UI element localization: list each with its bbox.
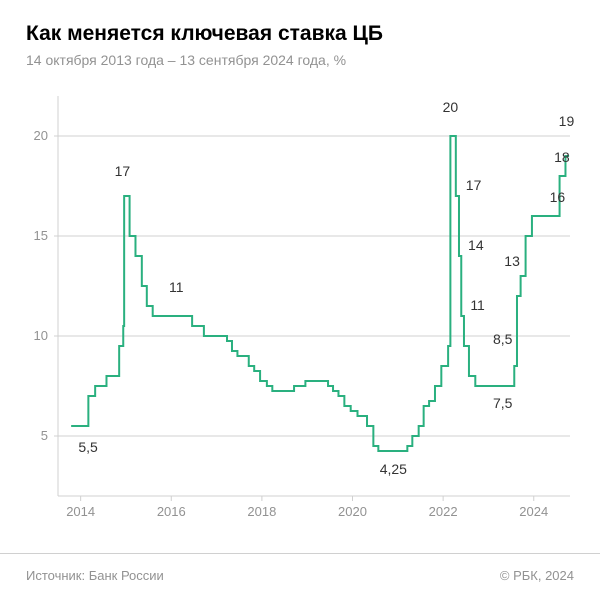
svg-text:15: 15 [34,228,48,243]
value-annotation: 7,5 [493,395,513,411]
value-annotation: 11 [169,279,184,295]
chart-subtitle: 14 октября 2013 года – 13 сентября 2024 … [26,52,346,68]
svg-text:2020: 2020 [338,504,367,519]
value-annotation: 13 [504,253,520,269]
value-annotation: 17 [115,163,131,179]
value-annotation: 14 [468,237,484,253]
value-annotation: 19 [559,113,575,129]
copyright-label: © РБК, 2024 [500,568,574,583]
value-annotation: 18 [554,149,570,165]
value-annotation: 11 [470,297,485,313]
svg-text:2022: 2022 [429,504,458,519]
svg-text:2024: 2024 [519,504,548,519]
chart-footer: Источник: Банк России © РБК, 2024 [0,553,600,597]
svg-text:5: 5 [41,428,48,443]
svg-text:10: 10 [34,328,48,343]
value-annotation: 17 [466,177,482,193]
svg-text:20: 20 [34,128,48,143]
value-annotation: 5,5 [78,439,98,455]
svg-text:2016: 2016 [157,504,186,519]
value-annotation: 4,25 [380,461,407,477]
value-annotation: 20 [443,99,459,115]
svg-text:2014: 2014 [66,504,95,519]
svg-text:2018: 2018 [247,504,276,519]
rate-step-chart: 51015202014201620182020202220245,517114,… [0,86,600,536]
source-label: Источник: Банк России [26,568,164,583]
value-annotation: 8,5 [493,331,513,347]
value-annotation: 16 [550,189,566,205]
chart-container: Как меняется ключевая ставка ЦБ 14 октяб… [0,0,600,597]
chart-title: Как меняется ключевая ставка ЦБ [26,22,383,46]
